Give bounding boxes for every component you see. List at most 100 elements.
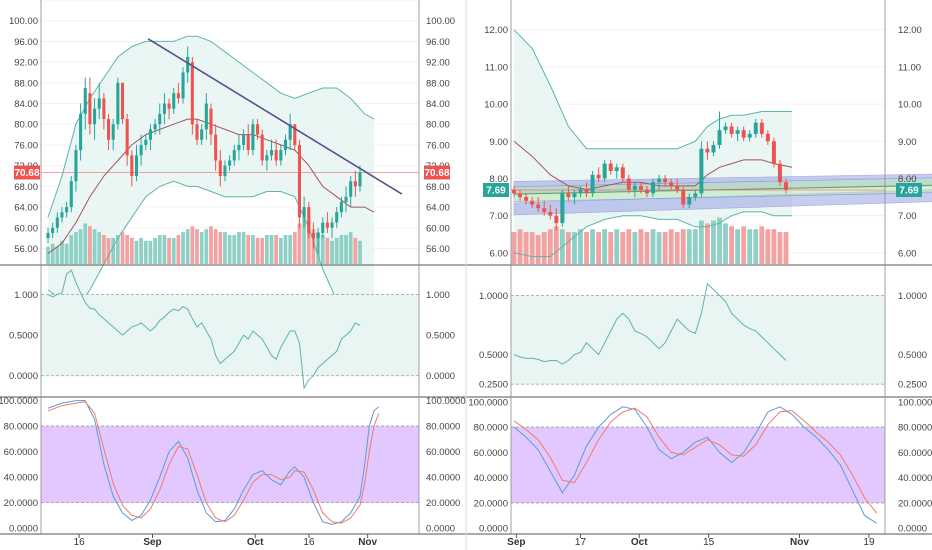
stoch-tick-left: 60.0000 [474, 448, 508, 459]
price-tick-left: 92.00 [14, 58, 38, 69]
candle-body [83, 88, 87, 114]
volume-bar [632, 232, 638, 264]
volume-bar [97, 232, 102, 264]
volume-bar [106, 237, 111, 264]
osc-line [513, 282, 787, 365]
candle-body [139, 144, 143, 156]
candle-body [771, 141, 776, 164]
candle-body [46, 232, 50, 239]
stoch-tick-right: 60.0000 [426, 447, 460, 458]
volume-bar [668, 229, 674, 264]
candle-body [584, 189, 589, 194]
stoch-tick-left: 60.0000 [4, 447, 38, 458]
candle-body [251, 124, 255, 151]
volume-bar [565, 232, 571, 264]
x-tick-label: Oct [631, 537, 648, 548]
volume-bar [680, 229, 686, 264]
price-tick-left: 76.00 [14, 140, 38, 151]
price-tick-right: 80.00 [426, 120, 450, 131]
volume-bar [134, 240, 139, 264]
volume-bar [237, 232, 241, 264]
osc-line [47, 269, 361, 390]
volume-bar [306, 220, 311, 264]
volume-bar [753, 229, 759, 264]
volume-bar [60, 240, 64, 264]
candle-body [602, 163, 607, 179]
candle-body [130, 155, 134, 176]
candle-body [204, 103, 208, 130]
candle-body [741, 130, 746, 138]
last-price-badge-right-text: 7.69 [899, 186, 919, 197]
candle-body [325, 222, 329, 228]
candle-body [167, 103, 171, 109]
stoch-d-line [47, 401, 380, 524]
volume-bar [330, 240, 334, 264]
x-tick-label: Oct [247, 537, 264, 548]
volume-bar [255, 237, 260, 264]
price-tick-right: 9.00 [898, 137, 917, 148]
candle-body [614, 167, 619, 172]
price-tick-right: 6.00 [898, 248, 917, 259]
volume-bar [278, 237, 283, 264]
candle-body [269, 150, 274, 156]
volume-bar [541, 232, 547, 264]
candle-body [560, 193, 565, 224]
volume-bar [125, 235, 130, 264]
x-tick-label: Sep [507, 537, 525, 548]
volume-bar [157, 235, 162, 264]
volume-bar [297, 223, 302, 264]
candle-body [620, 167, 625, 179]
price-tick-left: 11.00 [485, 62, 508, 73]
last-price-badge-left-text: 70.68 [14, 168, 39, 179]
candle-body [657, 178, 662, 183]
candle-body [530, 200, 535, 205]
volume-bar [181, 232, 185, 264]
volume-bar [209, 226, 213, 264]
candle-body [60, 212, 64, 218]
volume-bar [162, 235, 167, 264]
candle-body [518, 193, 523, 198]
candle-body [172, 93, 176, 109]
stoch-tick-right: 0.0000 [898, 524, 927, 535]
candle-body [675, 185, 680, 190]
last-price-badge-right [896, 183, 922, 198]
candle-body [209, 108, 213, 135]
volume-bar [777, 232, 783, 264]
candle-body [638, 185, 643, 190]
price-tick-left: 68.00 [14, 182, 38, 193]
x-tick-label: Sep [143, 537, 161, 548]
volume-bar [596, 232, 602, 264]
volume-bar [344, 235, 348, 264]
stoch-band [511, 427, 885, 503]
bollinger-upper-line [47, 35, 375, 218]
volume-bar [325, 237, 330, 264]
osc-tick-left: 0.5000 [479, 350, 508, 361]
volume-bar [195, 229, 199, 264]
volume-bar [199, 232, 204, 264]
candle-body [144, 139, 148, 145]
candle-body [693, 193, 698, 198]
volume-bar [535, 235, 541, 264]
price-tick-left: 9.00 [490, 137, 509, 148]
price-tick-left: 6.00 [490, 248, 509, 259]
x-tick-label: 16 [303, 537, 315, 548]
volume-bar [171, 237, 176, 264]
stoch-k-line [47, 400, 379, 525]
candle-body [644, 189, 649, 194]
candle-body [339, 201, 343, 213]
candle-body [723, 126, 728, 131]
candle-body [232, 150, 236, 161]
candle-body [69, 181, 73, 208]
osc-tick-right: 0.2500 [898, 380, 927, 391]
volume-bar [717, 217, 722, 264]
osc-band [41, 294, 419, 376]
candle-body [316, 232, 320, 239]
price-tick-left: 96.00 [14, 37, 38, 48]
volume-bar [283, 235, 288, 264]
candle-body [349, 181, 353, 197]
volume-bar [153, 237, 157, 264]
candle-body [120, 82, 125, 120]
last-price-badge-right-text: 70.68 [424, 168, 449, 179]
stoch-tick-right: 60.0000 [898, 448, 932, 459]
price-tick-right: 12.00 [898, 25, 922, 36]
